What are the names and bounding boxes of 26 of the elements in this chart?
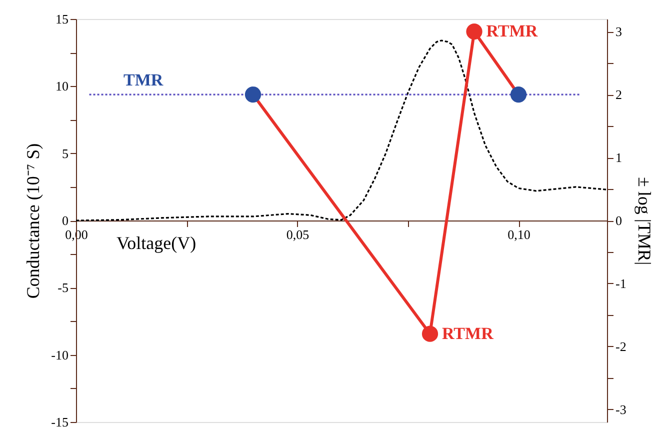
point	[244, 86, 262, 103]
x-tick-label: 0,10	[508, 227, 530, 242]
y-tick-label: -15	[51, 414, 68, 429]
x-axis-title: Voltage(V)	[116, 233, 196, 253]
y2-tick-label: 0	[616, 213, 622, 228]
y-tick-label: -10	[51, 347, 68, 362]
y-tick-label: 15	[56, 12, 68, 26]
y2-tick-label: -1	[616, 276, 626, 291]
y2-tick-label: 3	[616, 24, 622, 40]
y2-axis-title: ± log |TMR|	[634, 176, 652, 266]
x-tick-label: 0,05	[286, 227, 310, 242]
y-tick-label: 0	[62, 213, 68, 228]
annotation: RTMR	[486, 22, 538, 41]
y2-tick-label: 1	[616, 150, 622, 166]
y-tick-label: 10	[56, 78, 68, 94]
point	[510, 86, 527, 103]
y2-tick-label: 2	[616, 87, 622, 102]
annotation: RTMR	[442, 324, 494, 343]
y-tick-label: 5	[62, 146, 68, 161]
point	[466, 24, 482, 40]
y2-tick-label: -3	[616, 402, 626, 417]
y2-tick-label: -2	[616, 338, 626, 354]
point	[422, 326, 438, 342]
y-axis-title: Conductance (10⁻⁷ S)	[23, 143, 44, 299]
y-tick-label: -5	[58, 280, 68, 296]
annotation: TMR	[123, 70, 164, 90]
